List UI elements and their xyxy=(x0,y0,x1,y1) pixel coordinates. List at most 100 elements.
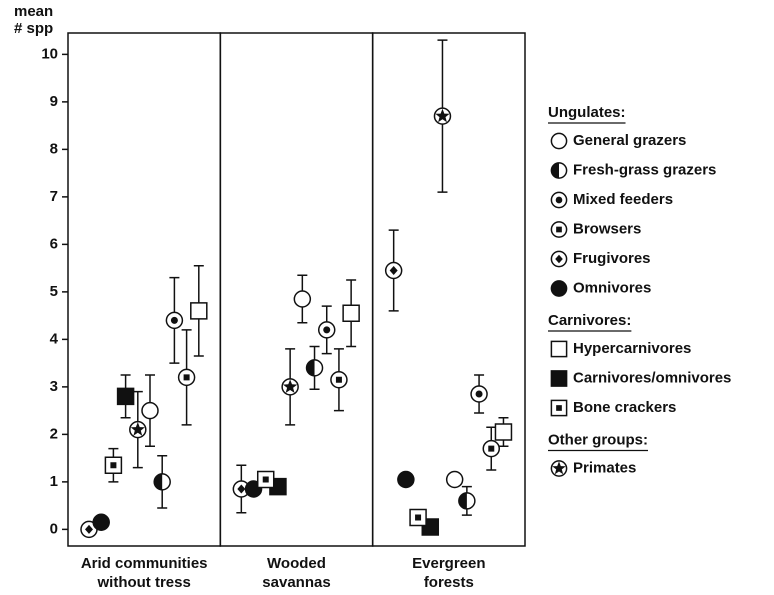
panel xyxy=(219,32,374,547)
panel xyxy=(371,32,526,547)
y-tick-label: 4 xyxy=(50,330,59,347)
y-tick-label: 7 xyxy=(50,188,58,205)
marker-dot xyxy=(85,524,93,534)
marker xyxy=(470,385,488,403)
legend-heading: Carnivores: xyxy=(548,312,631,329)
marker xyxy=(232,480,251,498)
marker-half xyxy=(154,473,163,490)
x-category-label: without tress xyxy=(96,574,190,590)
y-tick-label: 2 xyxy=(50,425,58,442)
legend-label: Carnivores/omnivores xyxy=(573,369,731,386)
marker xyxy=(550,221,568,238)
marker-dot xyxy=(555,196,563,204)
marker-body xyxy=(494,423,513,441)
marker-dot xyxy=(183,374,190,381)
legend-label: Bone crackers xyxy=(573,399,676,416)
marker xyxy=(342,304,360,322)
marker-body xyxy=(550,132,568,150)
legend-label: Omnivores xyxy=(573,279,651,296)
marker-body xyxy=(342,304,360,322)
x-category-label: forests xyxy=(424,574,474,590)
marker xyxy=(330,371,348,389)
x-category-label: Wooded xyxy=(267,555,326,572)
marker-body xyxy=(190,302,208,320)
marker xyxy=(104,456,123,474)
marker-body xyxy=(141,401,159,420)
marker xyxy=(165,311,184,330)
marker-half xyxy=(306,359,315,376)
marker-dot xyxy=(323,326,331,334)
marker-dot xyxy=(555,254,563,264)
marker-body xyxy=(116,387,135,406)
marker-dot xyxy=(556,226,562,233)
marker-dot xyxy=(335,376,342,383)
marker xyxy=(433,107,452,125)
marker-dot xyxy=(110,462,117,469)
y-tick-label: 10 xyxy=(41,45,58,62)
marker xyxy=(397,470,415,489)
marker-dot xyxy=(389,266,398,275)
marker-star xyxy=(552,461,566,475)
y-tick-label: 0 xyxy=(50,520,58,537)
marker xyxy=(550,340,568,358)
marker-dot xyxy=(415,514,422,521)
marker-body xyxy=(445,470,464,489)
legend-label: General grazers xyxy=(573,132,686,149)
legend-label: Hypercarnivores xyxy=(573,340,691,357)
marker xyxy=(153,473,171,491)
marker-dot xyxy=(475,390,483,398)
marker xyxy=(305,359,324,377)
legend-heading: Ungulates: xyxy=(548,104,626,121)
marker xyxy=(550,460,568,477)
marker-body xyxy=(550,280,568,297)
y-tick-label: 5 xyxy=(50,283,58,300)
marker xyxy=(550,399,568,417)
marker xyxy=(384,261,403,280)
marker xyxy=(293,290,312,308)
marker-star xyxy=(283,379,298,393)
legend-label: Mixed feeders xyxy=(573,191,673,208)
marker xyxy=(92,513,110,531)
marker xyxy=(445,470,464,489)
marker xyxy=(256,470,275,489)
x-category-label: savannas xyxy=(262,574,330,590)
y-axis-label: mean xyxy=(14,3,53,20)
marker xyxy=(116,387,135,406)
marker xyxy=(550,191,568,209)
marker xyxy=(317,321,336,339)
x-category-label: Evergreen xyxy=(412,555,485,572)
marker xyxy=(550,162,568,179)
x-category-label: Arid communities xyxy=(81,555,208,572)
y-tick-label: 3 xyxy=(50,378,58,395)
marker xyxy=(141,401,159,420)
marker-dot xyxy=(488,445,495,452)
marker-body xyxy=(550,370,568,387)
marker xyxy=(129,420,147,439)
marker xyxy=(458,492,476,510)
y-tick-label: 6 xyxy=(50,235,58,252)
marker-half xyxy=(458,492,467,509)
y-tick-label: 8 xyxy=(50,140,58,157)
legend-heading: Other groups: xyxy=(548,431,648,448)
marker-dot xyxy=(262,476,269,483)
y-tick-label: 1 xyxy=(50,473,58,490)
marker-dot xyxy=(170,316,178,324)
panel xyxy=(67,32,222,547)
marker xyxy=(409,508,427,527)
marker xyxy=(494,423,513,441)
legend-label: Frugivores xyxy=(573,250,651,267)
marker-half xyxy=(551,162,559,179)
marker xyxy=(550,250,568,268)
legend-label: Primates xyxy=(573,459,636,476)
marker xyxy=(550,132,568,150)
legend-label: Fresh-grass grazers xyxy=(573,161,716,178)
marker xyxy=(482,439,501,458)
marker-star xyxy=(130,422,145,436)
marker xyxy=(177,368,196,387)
marker xyxy=(281,378,299,396)
legend-label: Browsers xyxy=(573,220,641,237)
marker-dot xyxy=(556,405,562,411)
marker-body xyxy=(293,290,312,308)
marker-body xyxy=(92,513,110,531)
